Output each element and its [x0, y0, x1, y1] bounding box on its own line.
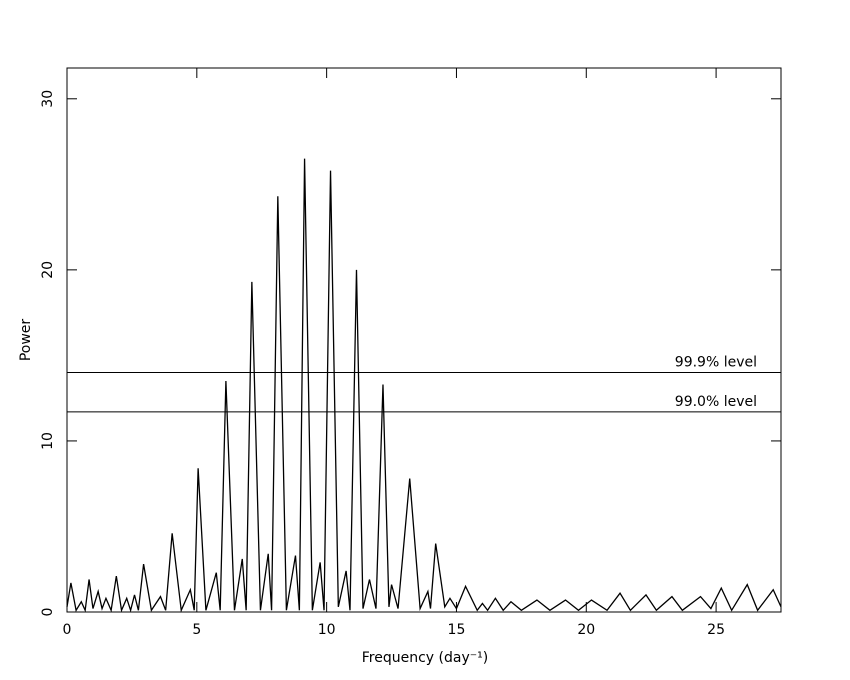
x-tick-label: 0	[63, 622, 72, 638]
y-tick-label: 20	[40, 261, 56, 279]
y-tick-label: 10	[40, 432, 56, 450]
y-axis-label: Power	[18, 319, 34, 362]
plot-frame	[66, 67, 782, 613]
x-tick-label: 20	[577, 622, 595, 638]
x-tick-label: 10	[318, 622, 336, 638]
significance-label: 99.9% level	[675, 355, 757, 371]
x-tick-label: 5	[192, 622, 201, 638]
y-tick-label: 0	[40, 608, 56, 617]
significance-label: 99.0% level	[675, 394, 757, 410]
x-tick-label: 15	[448, 622, 466, 638]
power-line	[66, 158, 782, 613]
y-tick-label: 30	[40, 90, 56, 108]
x-axis-label: Frequency (day⁻¹)	[362, 650, 488, 666]
x-tick-label: 25	[707, 622, 725, 638]
